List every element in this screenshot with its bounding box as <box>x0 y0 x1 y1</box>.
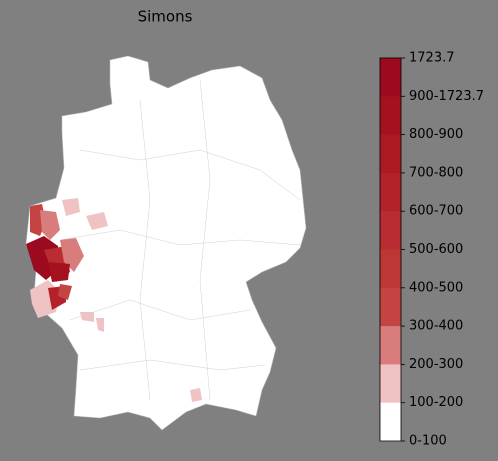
colorbar-label: 300-400 <box>409 319 463 334</box>
district <box>58 284 72 300</box>
colorbar-segment <box>380 287 401 327</box>
colorbar-segment <box>380 402 401 442</box>
colorbar-label: 600-700 <box>409 204 463 219</box>
colorbar-segment <box>380 96 401 135</box>
colorbar-segment <box>380 326 401 365</box>
colorbar-label: 500-600 <box>409 242 463 257</box>
district <box>80 312 94 322</box>
country-outline <box>25 55 307 431</box>
colorbar-label: 0-100 <box>409 434 447 449</box>
colorbar-segment <box>380 249 401 289</box>
district-borders <box>59 79 301 401</box>
colorbar-label: 1723.7 <box>409 51 455 66</box>
colorbar-label: 200-300 <box>409 357 463 372</box>
map-title: Simons <box>138 8 193 26</box>
shaded-districts <box>26 198 202 402</box>
colorbar-label: 700-800 <box>409 165 463 180</box>
district <box>86 212 108 230</box>
district <box>190 388 202 402</box>
colorbar-label: 100-200 <box>409 395 463 410</box>
colorbar-segment <box>380 211 401 250</box>
district <box>96 318 104 332</box>
germany-map <box>25 55 307 431</box>
colorbar-segment <box>380 364 401 403</box>
colorbar-segment <box>380 58 401 97</box>
district <box>40 210 60 240</box>
colorbar: 1723.7 900-1723.7 800-900 700-800 600-700 500… <box>379 51 484 449</box>
colorbar-label: 900-1723.7 <box>409 89 484 104</box>
district <box>62 198 80 216</box>
colorbar-label: 400-500 <box>409 280 463 295</box>
district <box>48 262 70 282</box>
colorbar-label: 800-900 <box>409 127 463 142</box>
colorbar-segment <box>380 134 401 174</box>
colorbar-segment <box>380 172 401 212</box>
district <box>60 238 84 272</box>
